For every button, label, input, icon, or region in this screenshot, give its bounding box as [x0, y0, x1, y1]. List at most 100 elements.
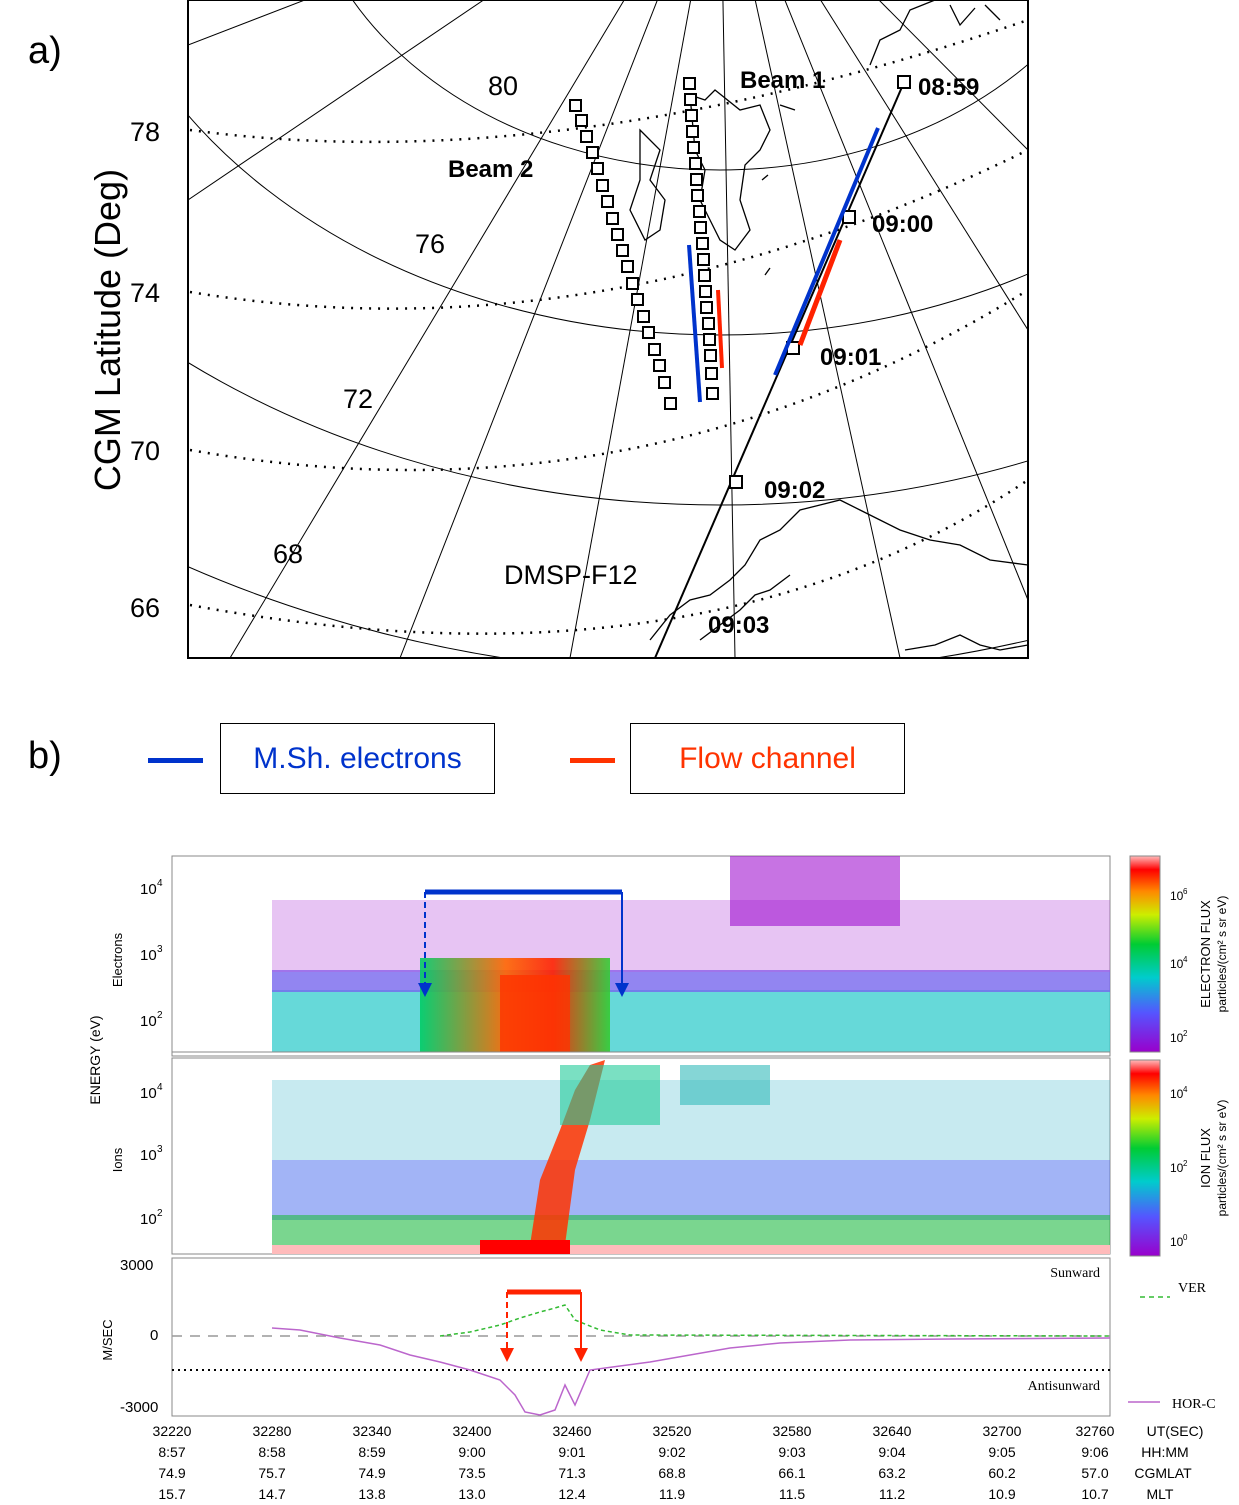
- svg-text:10: 10: [140, 1211, 157, 1228]
- beam1-flow-bar: [716, 289, 724, 369]
- electron-panel: [171, 855, 1111, 1057]
- svg-text:10: 10: [1170, 957, 1184, 971]
- legend-flow-channel: Flow channel: [630, 723, 905, 794]
- svg-text:32760: 32760: [1076, 1423, 1115, 1439]
- lat-label-80: 80: [488, 71, 518, 101]
- svg-text:6: 6: [1183, 887, 1188, 896]
- velocity-panel: [171, 1257, 1111, 1417]
- satellite-label: DMSP-F12: [504, 560, 638, 590]
- time-label-0859: 08:59: [918, 74, 979, 101]
- svg-text:32400: 32400: [453, 1423, 492, 1439]
- svg-text:66.1: 66.1: [778, 1465, 805, 1481]
- time-label-0900: 09:00: [872, 211, 933, 238]
- antisunward-label: Antisunward: [1028, 1379, 1100, 1394]
- svg-text:particles/(cm² s sr eV): particles/(cm² s sr eV): [1215, 1100, 1229, 1217]
- svg-text:UT(SEC): UT(SEC): [1147, 1423, 1204, 1439]
- svg-text:73.5: 73.5: [458, 1465, 485, 1481]
- track-flow-bar: [797, 239, 843, 346]
- lat-label-72: 72: [343, 384, 373, 414]
- dmsp-spectrogram: 10 4 10 3 10 2 10 4 10 3 10 2 3000 0 -30…: [87, 855, 1229, 1502]
- svg-text:13.8: 13.8: [358, 1486, 385, 1502]
- svg-text:32640: 32640: [873, 1423, 912, 1439]
- time-axis: 32220 32280 32340 32400 32460 32520 3258…: [153, 1423, 1204, 1502]
- map-frame: [187, 0, 1029, 659]
- lat-label-76: 76: [415, 229, 445, 259]
- svg-text:68.8: 68.8: [658, 1465, 685, 1481]
- svg-text:32280: 32280: [253, 1423, 292, 1439]
- svg-text:32340: 32340: [353, 1423, 392, 1439]
- svg-text:CGMLAT: CGMLAT: [1134, 1465, 1192, 1481]
- svg-text:ION FLUX: ION FLUX: [1198, 1128, 1213, 1188]
- svg-text:32460: 32460: [553, 1423, 592, 1439]
- panel-a-label: a): [28, 30, 62, 72]
- electron-colorbar: [1129, 855, 1161, 1053]
- svg-text:9:00: 9:00: [458, 1444, 485, 1460]
- time-label-0903: 09:03: [708, 612, 769, 639]
- svg-text:10: 10: [1170, 1235, 1184, 1249]
- beam1-electron-bar: [687, 244, 702, 403]
- track-electron-bar: [773, 127, 880, 376]
- svg-text:3: 3: [157, 1144, 163, 1155]
- svg-text:Ions: Ions: [110, 1147, 125, 1172]
- polar-map: 78 74 70 66 80 76 72 68 Beam 1 Beam 2 DM…: [130, 0, 1029, 659]
- meridians: [188, 0, 1028, 658]
- svg-text:71.3: 71.3: [558, 1465, 585, 1481]
- svg-text:32700: 32700: [983, 1423, 1022, 1439]
- svg-text:57.0: 57.0: [1081, 1465, 1108, 1481]
- svg-text:4: 4: [157, 878, 163, 889]
- svg-text:11.5: 11.5: [779, 1486, 805, 1502]
- svg-text:M/SEC: M/SEC: [100, 1319, 115, 1360]
- lat-label-74: 74: [130, 278, 160, 308]
- beam1-squares: [683, 77, 719, 400]
- svg-text:0: 0: [150, 1327, 158, 1344]
- svg-text:10: 10: [140, 1147, 157, 1164]
- svg-text:10: 10: [140, 947, 157, 964]
- lat-label-78: 78: [130, 117, 160, 147]
- svg-text:-3000: -3000: [120, 1399, 158, 1416]
- svg-text:9:06: 9:06: [1081, 1444, 1108, 1460]
- svg-text:11.2: 11.2: [879, 1486, 905, 1502]
- time-label-0901: 09:01: [820, 344, 881, 371]
- svg-text:9:02: 9:02: [658, 1444, 685, 1460]
- svg-text:9:04: 9:04: [878, 1444, 905, 1460]
- svg-text:2: 2: [1183, 1029, 1188, 1038]
- svg-text:10: 10: [1170, 1161, 1184, 1175]
- svg-text:3: 3: [157, 944, 163, 955]
- svg-text:8:59: 8:59: [358, 1444, 385, 1460]
- svg-text:2: 2: [157, 1010, 163, 1021]
- svg-text:ENERGY (eV): ENERGY (eV): [87, 1015, 103, 1104]
- svg-text:75.7: 75.7: [258, 1465, 285, 1481]
- time-label-0902: 09:02: [764, 477, 825, 504]
- svg-text:particles/(cm² s sr eV): particles/(cm² s sr eV): [1215, 896, 1229, 1013]
- dmsp-track: [654, 79, 906, 658]
- legend-red-swatch: [570, 758, 615, 763]
- svg-text:4: 4: [157, 1082, 163, 1093]
- legend-electrons: M.Sh. electrons: [220, 723, 495, 794]
- svg-text:10.9: 10.9: [988, 1486, 1015, 1502]
- svg-text:10: 10: [1170, 1031, 1184, 1045]
- svg-text:32220: 32220: [153, 1423, 192, 1439]
- svg-text:HH:MM: HH:MM: [1141, 1444, 1188, 1460]
- svg-text:10: 10: [1170, 889, 1184, 903]
- svg-text:8:58: 8:58: [258, 1444, 285, 1460]
- ion-panel: [171, 1057, 1111, 1255]
- svg-text:10: 10: [140, 1013, 157, 1030]
- ion-colorbar: [1129, 1059, 1161, 1257]
- svg-text:74.9: 74.9: [358, 1465, 385, 1481]
- svg-text:15.7: 15.7: [158, 1486, 185, 1502]
- svg-text:8:57: 8:57: [158, 1444, 185, 1460]
- svg-text:MLT: MLT: [1147, 1486, 1174, 1502]
- sunward-label: Sunward: [1050, 1266, 1100, 1281]
- svg-text:10: 10: [1170, 1087, 1184, 1101]
- svg-text:4: 4: [1183, 1085, 1188, 1094]
- svg-text:2: 2: [157, 1208, 163, 1219]
- track-time-markers: [729, 75, 911, 489]
- svg-text:74.9: 74.9: [158, 1465, 185, 1481]
- lat-label-68: 68: [273, 539, 303, 569]
- hor-legend-label: HOR-C: [1172, 1397, 1216, 1412]
- svg-text:9:03: 9:03: [778, 1444, 805, 1460]
- svg-text:10: 10: [140, 881, 157, 898]
- svg-text:4: 4: [1183, 955, 1188, 964]
- panel-b-label: b): [28, 735, 62, 777]
- svg-text:10: 10: [140, 1085, 157, 1102]
